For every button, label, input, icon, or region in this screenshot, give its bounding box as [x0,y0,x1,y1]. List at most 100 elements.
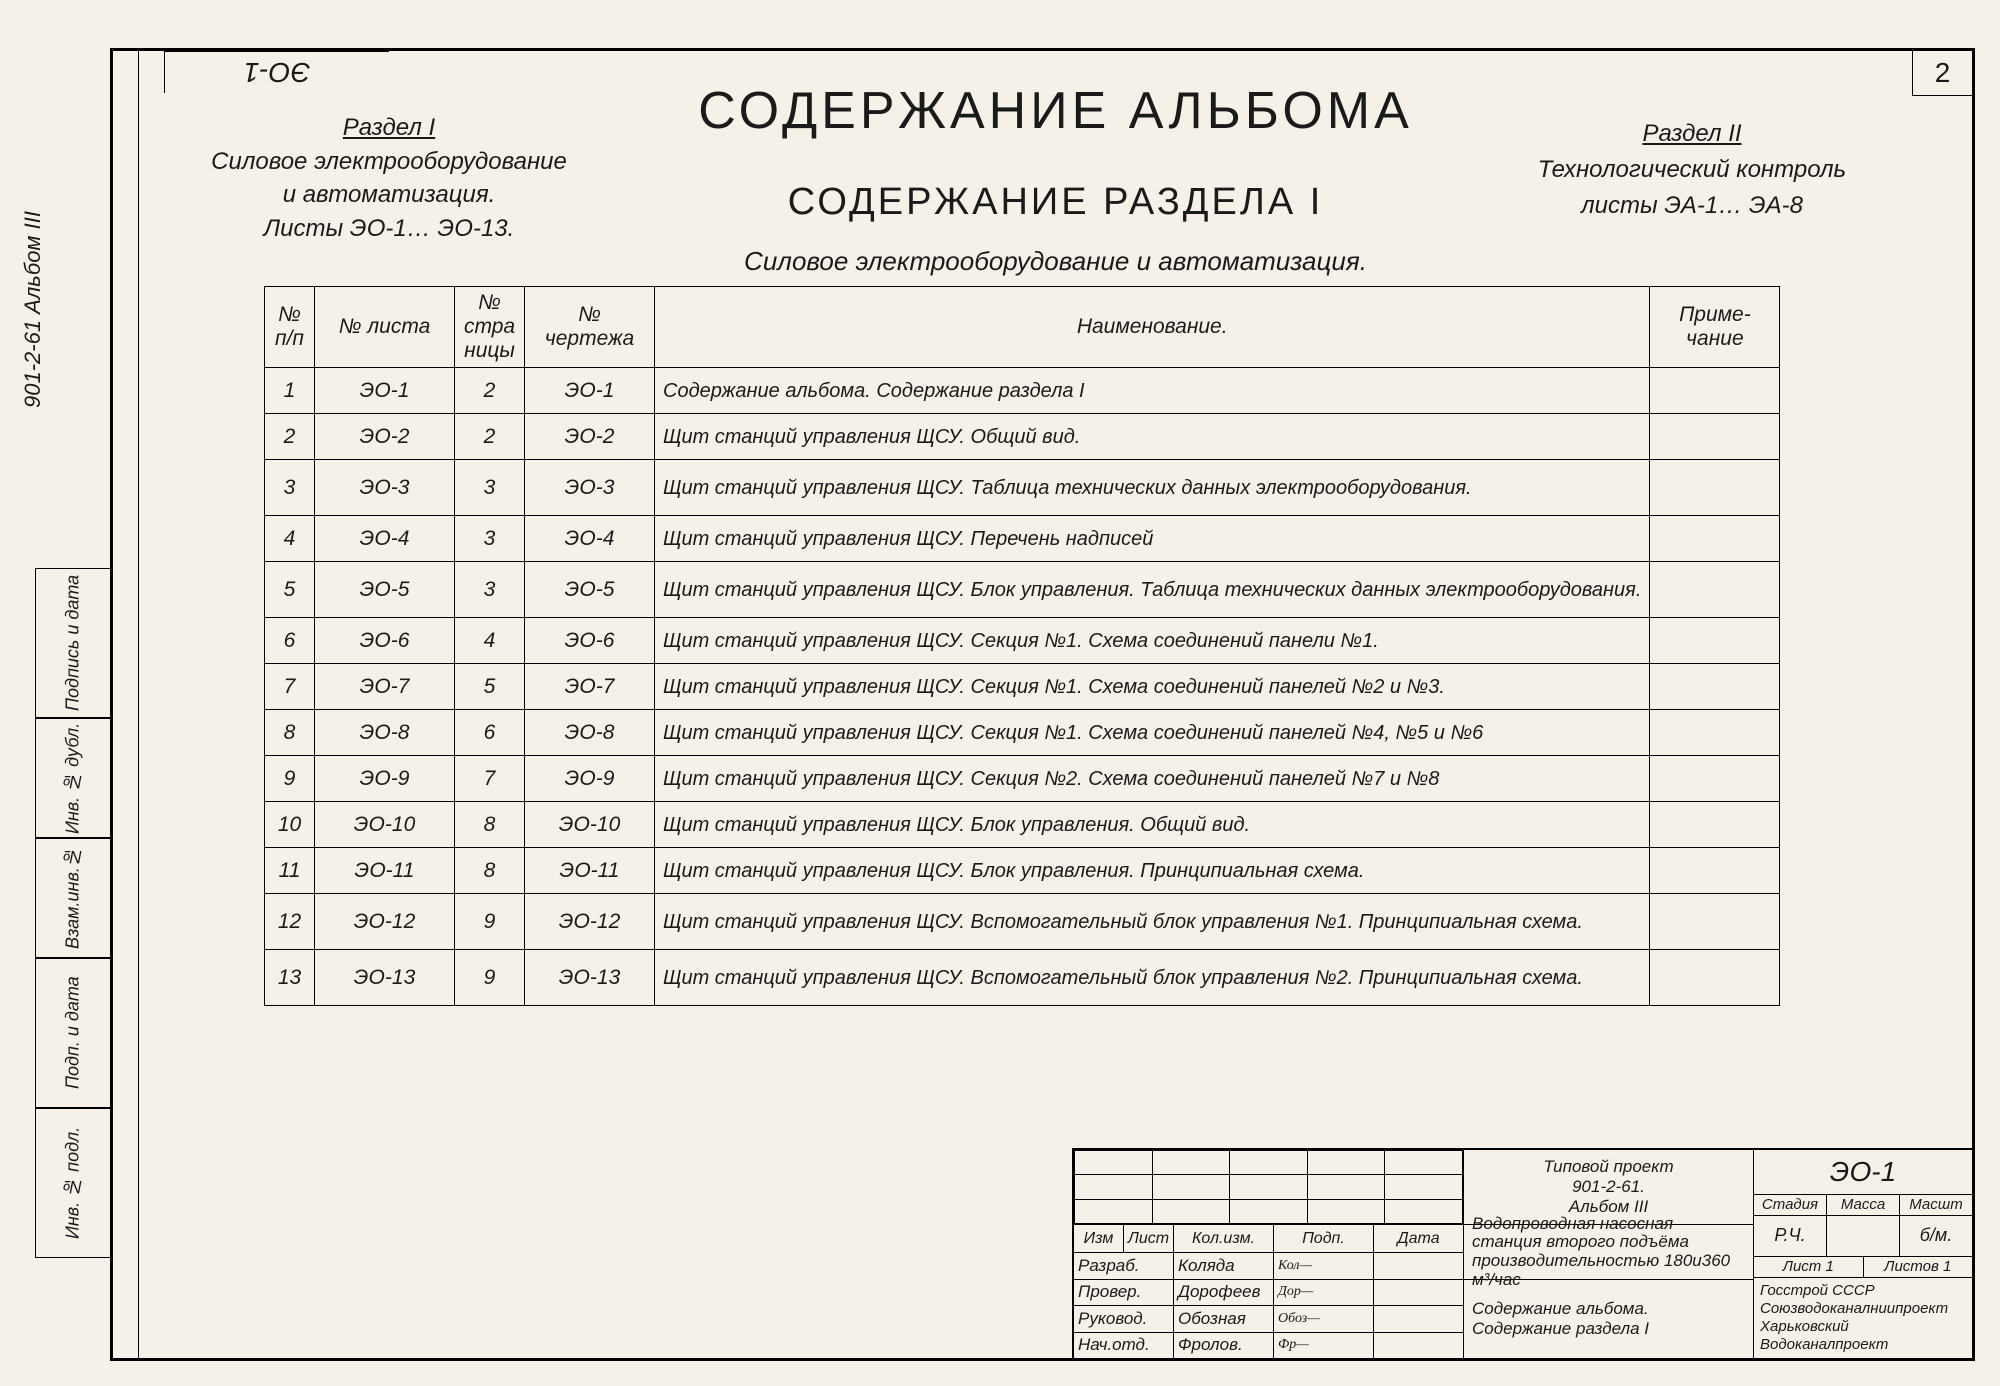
section-2-line1: Технологический контроль [1482,152,1902,188]
cell-name: Щит станций управления ЩСУ. Вспомогатель… [655,950,1650,1006]
table-row: 2ЭО-22ЭО-2Щит станций управления ЩСУ. Об… [265,414,1780,460]
cell-nn: 4 [265,516,315,562]
cell-page: 2 [455,414,525,460]
revision-header: Изм Лист Кол.изм. Подп. Дата [1074,1225,1463,1253]
section-1-line3: Листы ЭО-1… ЭО-13. [199,212,579,246]
role-signature: Кол— [1274,1253,1374,1279]
role-name: Коляда [1174,1253,1274,1279]
cell-nn: 2 [265,414,315,460]
cell-draw: ЭО-5 [525,562,655,618]
cell-nn: 10 [265,802,315,848]
cell-draw: ЭО-6 [525,618,655,664]
table-row: 6ЭО-64ЭО-6Щит станций управления ЩСУ. Се… [265,618,1780,664]
cell-name: Щит станций управления ЩСУ. Секция №1. С… [655,618,1650,664]
cell-name: Щит станций управления ЩСУ. Общий вид. [655,414,1650,460]
cell-draw: ЭО-10 [525,802,655,848]
cell-nn: 3 [265,460,315,516]
role-date [1374,1253,1463,1279]
cell-note [1650,516,1780,562]
section-1-line2: и автоматизация. [199,178,579,212]
stage-header: Стадия Масса Масшт [1754,1195,1972,1216]
table-row: 5ЭО-53ЭО-5Щит станций управления ЩСУ. Бл… [265,562,1780,618]
cell-note [1650,664,1780,710]
cell-draw: ЭО-8 [525,710,655,756]
role-row: Разраб.КолядаКол— [1074,1253,1463,1280]
cell-sheet: ЭО-3 [315,460,455,516]
cell-draw: ЭО-11 [525,848,655,894]
table-row: 13ЭО-139ЭО-13Щит станций управления ЩСУ.… [265,950,1780,1006]
table-row: 9ЭО-97ЭО-9Щит станций управления ЩСУ. Се… [265,756,1780,802]
cell-name: Щит станций управления ЩСУ. Блок управле… [655,802,1650,848]
cell-nn: 5 [265,562,315,618]
col-header-note: Приме- чание [1650,287,1780,368]
cell-name: Щит станций управления ЩСУ. Секция №1. С… [655,664,1650,710]
role-signature: Фр— [1274,1333,1374,1359]
cell-nn: 7 [265,664,315,710]
cell-page: 8 [455,802,525,848]
sheet-code-rotated: ЭО-1 [164,51,389,93]
cell-sheet: ЭО-10 [315,802,455,848]
role-name: Обозная [1174,1306,1274,1332]
cell-draw: ЭО-7 [525,664,655,710]
cell-nn: 11 [265,848,315,894]
table-row: 1ЭО-12ЭО-1Содержание альбома. Содержание… [265,368,1780,414]
role-row: Нач.отд.Фролов.Фр— [1074,1333,1463,1359]
role-label: Нач.отд. [1074,1333,1174,1359]
col-header-sheet: № листа [315,287,455,368]
doc-code: ЭО-1 [1754,1150,1972,1195]
sig-box-1: Подпись и дата [35,568,110,718]
cell-sheet: ЭО-9 [315,756,455,802]
cell-page: 3 [455,516,525,562]
cell-page: 5 [455,664,525,710]
table-row: 8ЭО-86ЭО-8Щит станций управления ЩСУ. Се… [265,710,1780,756]
col-header-name: Наименование. [655,287,1650,368]
role-label: Разраб. [1074,1253,1174,1279]
stage-values: Р.Ч. б/м. [1754,1216,1972,1257]
cell-name: Щит станций управления ЩСУ. Перечень над… [655,516,1650,562]
cell-sheet: ЭО-8 [315,710,455,756]
cell-page: 3 [455,562,525,618]
cell-name: Содержание альбома. Содержание раздела I [655,368,1650,414]
table-row: 10ЭО-108ЭО-10Щит станций управления ЩСУ.… [265,802,1780,848]
cell-sheet: ЭО-1 [315,368,455,414]
table-caption: Силовое электрооборудование и автоматиза… [744,246,1367,277]
cell-page: 2 [455,368,525,414]
roles-rows: Разраб.КолядаКол—Провер.ДорофеевДор—Руко… [1074,1253,1463,1358]
cell-sheet: ЭО-5 [315,562,455,618]
doc-title-2: Содержание раздела I [1472,1319,1649,1339]
cell-sheet: ЭО-6 [315,618,455,664]
cell-page: 6 [455,710,525,756]
cell-nn: 6 [265,618,315,664]
cell-note [1650,368,1780,414]
cell-note [1650,414,1780,460]
role-label: Провер. [1074,1280,1174,1306]
section-2-header: Раздел II Технологический контроль листы… [1482,116,1902,224]
cell-name: Щит станций управления ЩСУ. Блок управле… [655,562,1650,618]
cell-name: Щит станций управления ЩСУ. Секция №1. С… [655,710,1650,756]
cell-name: Щит станций управления ЩСУ. Блок управле… [655,848,1650,894]
cell-nn: 13 [265,950,315,1006]
cell-draw: ЭО-3 [525,460,655,516]
cell-sheet: ЭО-12 [315,894,455,950]
section-1-header: Раздел I Силовое электрооборудование и а… [199,111,579,245]
cell-nn: 9 [265,756,315,802]
cell-sheet: ЭО-7 [315,664,455,710]
outer-frame: 2 ЭО-1 СОДЕРЖАНИЕ АЛЬБОМА СОДЕРЖАНИЕ РАЗ… [110,48,1975,1361]
cell-nn: 1 [265,368,315,414]
contents-table: № п/п № листа № стра ницы № чертежа Наим… [264,286,1780,1006]
cell-sheet: ЭО-13 [315,950,455,1006]
cell-sheet: ЭО-11 [315,848,455,894]
inner-frame: 2 ЭО-1 СОДЕРЖАНИЕ АЛЬБОМА СОДЕРЖАНИЕ РАЗ… [138,51,1972,1358]
cell-name: Щит станций управления ЩСУ. Таблица техн… [655,460,1650,516]
cell-draw: ЭО-13 [525,950,655,1006]
revision-grid [1074,1150,1463,1225]
table-row: 7ЭО-75ЭО-7Щит станций управления ЩСУ. Се… [265,664,1780,710]
role-row: Провер.ДорофеевДор— [1074,1280,1463,1307]
cell-note [1650,618,1780,664]
object-name: Водопроводная насосная станция второго п… [1464,1225,1753,1280]
sheet-count: Лист 1 Листов 1 [1754,1257,1972,1278]
role-label: Руковод. [1074,1306,1174,1332]
cell-draw: ЭО-4 [525,516,655,562]
col-header-draw: № чертежа [525,287,655,368]
cell-page: 4 [455,618,525,664]
